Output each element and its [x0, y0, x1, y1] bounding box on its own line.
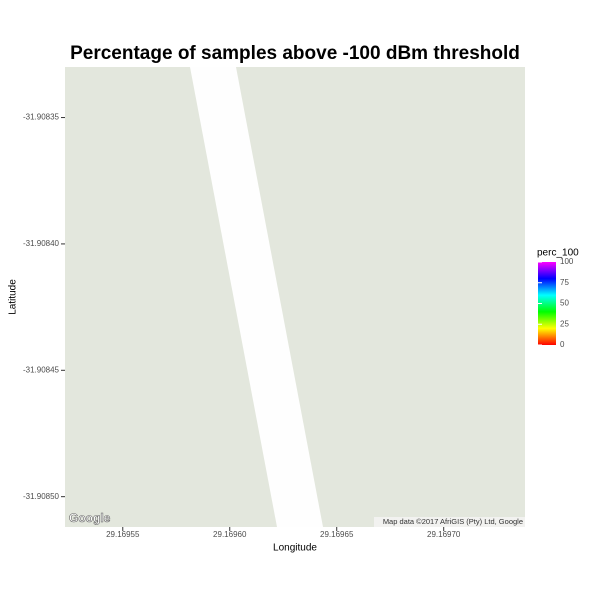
colorbar-label: 0	[560, 340, 565, 349]
colorbar-label: 100	[560, 257, 574, 266]
legend-title: perc_100	[537, 248, 579, 259]
attribution: Map data ©2017 AfriGIS (Pty) Ltd, Google	[383, 517, 523, 526]
x-tick-label: 29.16965	[320, 530, 354, 539]
y-tick-label: -31.90840	[23, 239, 60, 248]
google-logo: Google	[69, 511, 111, 525]
x-axis-title: Longitude	[273, 543, 317, 554]
y-tick-label: -31.90850	[23, 492, 60, 501]
road	[190, 67, 323, 527]
y-axis-title: Latitude	[8, 279, 19, 315]
attribution-bg	[374, 517, 525, 527]
y-tick-label: -31.90845	[23, 365, 60, 374]
colorbar-label: 50	[560, 299, 569, 308]
x-tick-label: 29.16960	[213, 530, 247, 539]
x-tick-label: 29.16955	[106, 530, 140, 539]
x-tick-label: 29.16970	[427, 530, 461, 539]
chart-title: Percentage of samples above -100 dBm thr…	[70, 43, 520, 64]
colorbar-label: 25	[560, 319, 569, 328]
colorbar	[538, 262, 556, 345]
colorbar-label: 75	[560, 278, 569, 287]
y-tick-label: -31.90835	[23, 113, 60, 122]
